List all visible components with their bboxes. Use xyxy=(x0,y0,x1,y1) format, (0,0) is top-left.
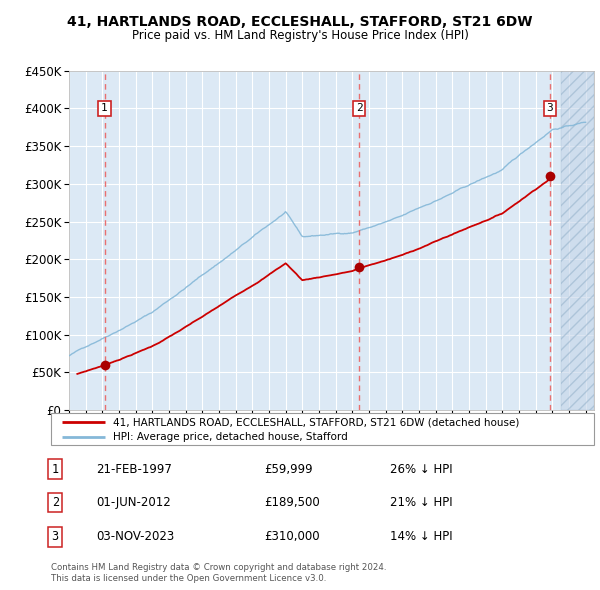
FancyBboxPatch shape xyxy=(51,413,594,445)
Text: Contains HM Land Registry data © Crown copyright and database right 2024.: Contains HM Land Registry data © Crown c… xyxy=(51,563,386,572)
Text: 03-NOV-2023: 03-NOV-2023 xyxy=(96,530,174,543)
Text: 41, HARTLANDS ROAD, ECCLESHALL, STAFFORD, ST21 6DW: 41, HARTLANDS ROAD, ECCLESHALL, STAFFORD… xyxy=(67,15,533,30)
Text: 14% ↓ HPI: 14% ↓ HPI xyxy=(390,530,452,543)
Text: Price paid vs. HM Land Registry's House Price Index (HPI): Price paid vs. HM Land Registry's House … xyxy=(131,29,469,42)
Text: 21-FEB-1997: 21-FEB-1997 xyxy=(96,463,172,476)
Text: 41, HARTLANDS ROAD, ECCLESHALL, STAFFORD, ST21 6DW (detached house): 41, HARTLANDS ROAD, ECCLESHALL, STAFFORD… xyxy=(113,417,520,427)
Text: HPI: Average price, detached house, Stafford: HPI: Average price, detached house, Staf… xyxy=(113,432,348,442)
Bar xyxy=(560,71,594,410)
Text: 1: 1 xyxy=(101,103,108,113)
Text: £189,500: £189,500 xyxy=(264,496,320,509)
Text: £310,000: £310,000 xyxy=(264,530,320,543)
Text: 1: 1 xyxy=(52,463,59,476)
Text: 2: 2 xyxy=(52,496,59,509)
Text: 3: 3 xyxy=(52,530,59,543)
Text: This data is licensed under the Open Government Licence v3.0.: This data is licensed under the Open Gov… xyxy=(51,573,326,583)
Text: £59,999: £59,999 xyxy=(264,463,313,476)
Text: 21% ↓ HPI: 21% ↓ HPI xyxy=(390,496,452,509)
Text: 3: 3 xyxy=(546,103,553,113)
Text: 26% ↓ HPI: 26% ↓ HPI xyxy=(390,463,452,476)
Text: 01-JUN-2012: 01-JUN-2012 xyxy=(96,496,171,509)
Text: 2: 2 xyxy=(356,103,363,113)
